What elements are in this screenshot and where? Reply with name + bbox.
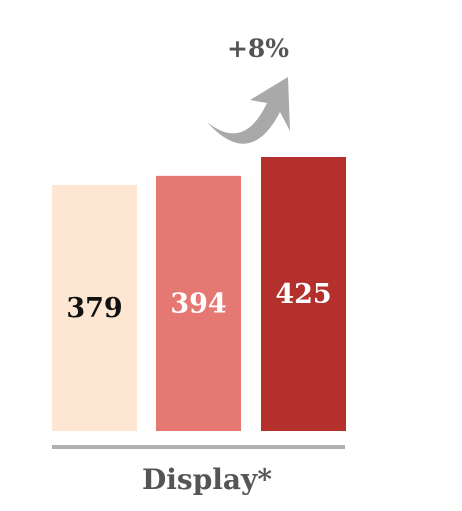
growth-label: +8% bbox=[227, 34, 289, 63]
bar-value-label-2: 394 bbox=[170, 288, 226, 319]
bar-3 bbox=[261, 157, 346, 431]
value-labels-group: 379 394 425 bbox=[66, 279, 331, 324]
bar-value-label-3: 425 bbox=[275, 279, 331, 310]
bars-group bbox=[52, 157, 346, 431]
growth-arrow-icon bbox=[207, 77, 290, 144]
bar-2 bbox=[156, 175, 241, 431]
bar-1 bbox=[52, 185, 137, 431]
group-label: Display* bbox=[142, 463, 272, 496]
bar-value-label-1: 379 bbox=[66, 293, 122, 324]
